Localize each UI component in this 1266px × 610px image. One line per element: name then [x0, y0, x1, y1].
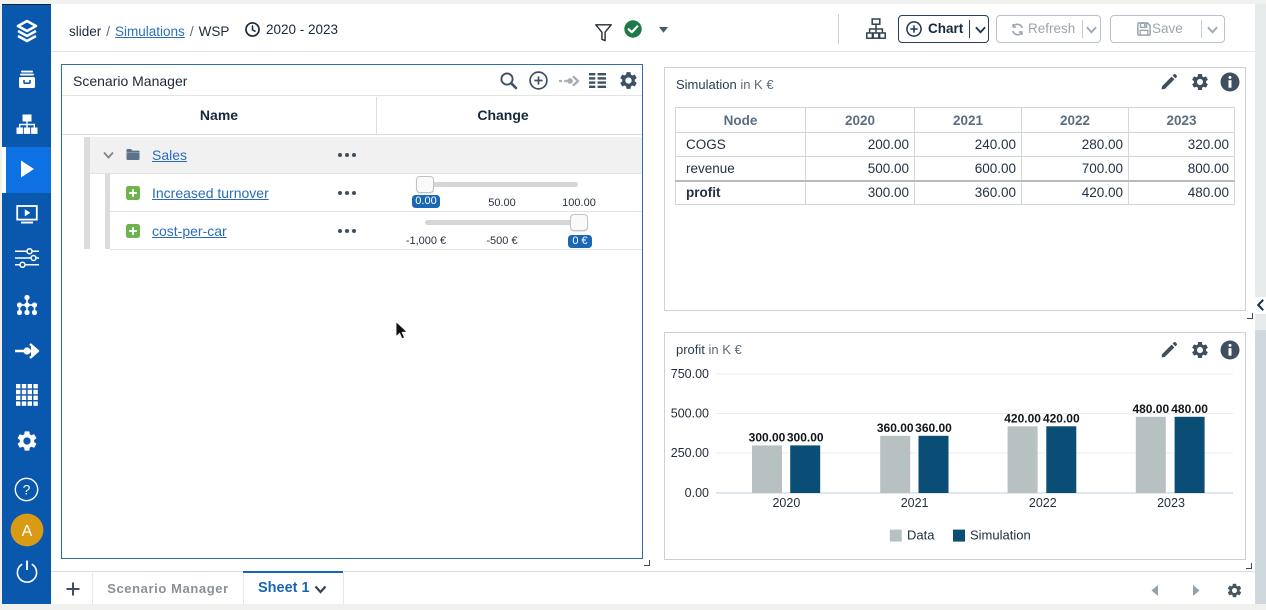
svg-text:480.00: 480.00 — [1132, 402, 1169, 416]
svg-text:420.00: 420.00 — [1004, 411, 1041, 425]
svg-text:?: ? — [23, 482, 31, 498]
svg-text:360.00: 360.00 — [877, 421, 914, 435]
svg-text:750.00: 750.00 — [671, 367, 709, 381]
svg-text:420.00: 420.00 — [1043, 411, 1080, 425]
svg-text:2020: 2020 — [772, 496, 800, 510]
svg-text:300.00: 300.00 — [749, 431, 786, 445]
svg-text:360.00: 360.00 — [915, 421, 952, 435]
svg-text:300.00: 300.00 — [787, 431, 824, 445]
svg-text:500.00: 500.00 — [671, 407, 709, 421]
svg-text:0.00: 0.00 — [685, 486, 709, 500]
svg-text:Simulation: Simulation — [970, 528, 1031, 543]
svg-text:2023: 2023 — [1157, 496, 1185, 510]
svg-text:250.00: 250.00 — [671, 446, 709, 460]
svg-text:2021: 2021 — [901, 496, 929, 510]
svg-text:480.00: 480.00 — [1171, 402, 1208, 416]
svg-text:A: A — [21, 523, 32, 540]
svg-text:2022: 2022 — [1029, 496, 1057, 510]
svg-text:Data: Data — [907, 528, 935, 543]
